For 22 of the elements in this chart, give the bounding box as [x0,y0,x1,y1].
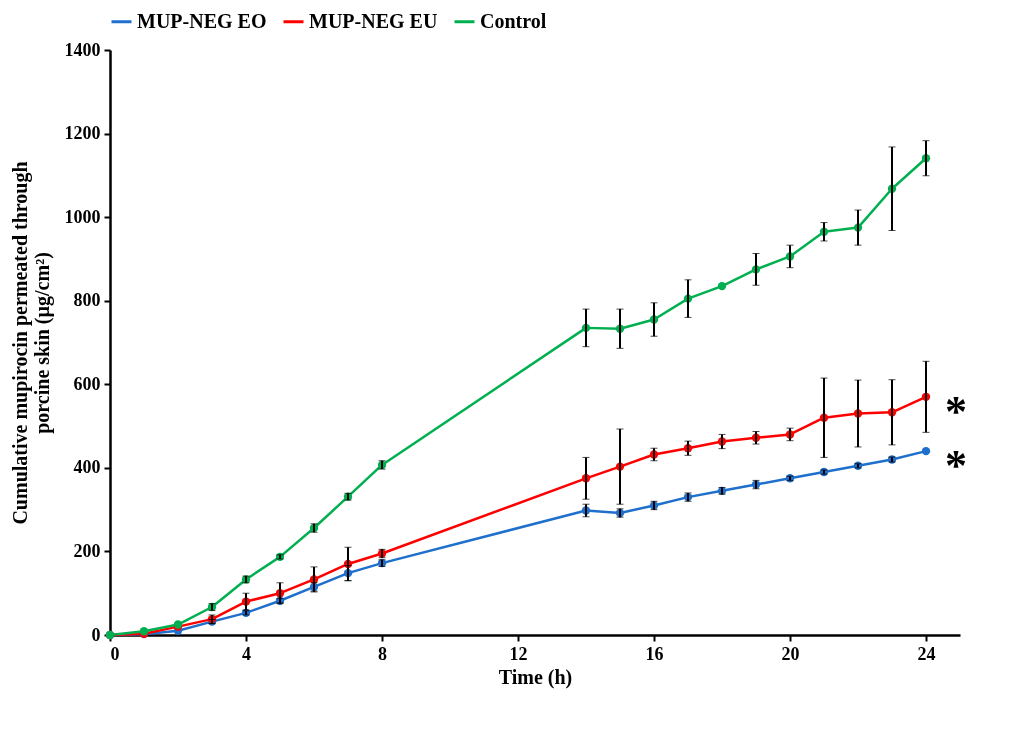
x-tick-label: 8 [378,643,387,664]
legend-label: Control [480,9,547,32]
legend-label: MUP-NEG EU [309,9,438,32]
y-tick-label: 1000 [64,206,101,227]
y-tick-label: 1400 [64,39,101,60]
x-tick-label: 24 [917,643,936,664]
y-tick-label: 200 [73,540,101,561]
x-axis-title: Time (h) [498,665,573,689]
y-tick-label: 1200 [64,123,101,144]
legend-label: MUP-NEG EO [137,9,267,32]
x-tick-label: 16 [645,643,664,664]
x-tick-label: 0 [110,643,120,664]
y-tick-label: 0 [91,624,101,645]
y-tick-label: 800 [73,290,101,311]
y-axis-title: Cumulative mupirocin permeated through porcine skin (µg/cm²) [8,161,54,525]
x-tick-label: 12 [509,643,528,664]
x-tick-label: 20 [781,643,800,664]
y-tick-label: 400 [73,457,101,478]
y-tick-label: 600 [73,373,101,394]
annotation: * [945,386,967,436]
x-tick-label: 4 [242,643,251,664]
annotation: * [945,441,967,491]
